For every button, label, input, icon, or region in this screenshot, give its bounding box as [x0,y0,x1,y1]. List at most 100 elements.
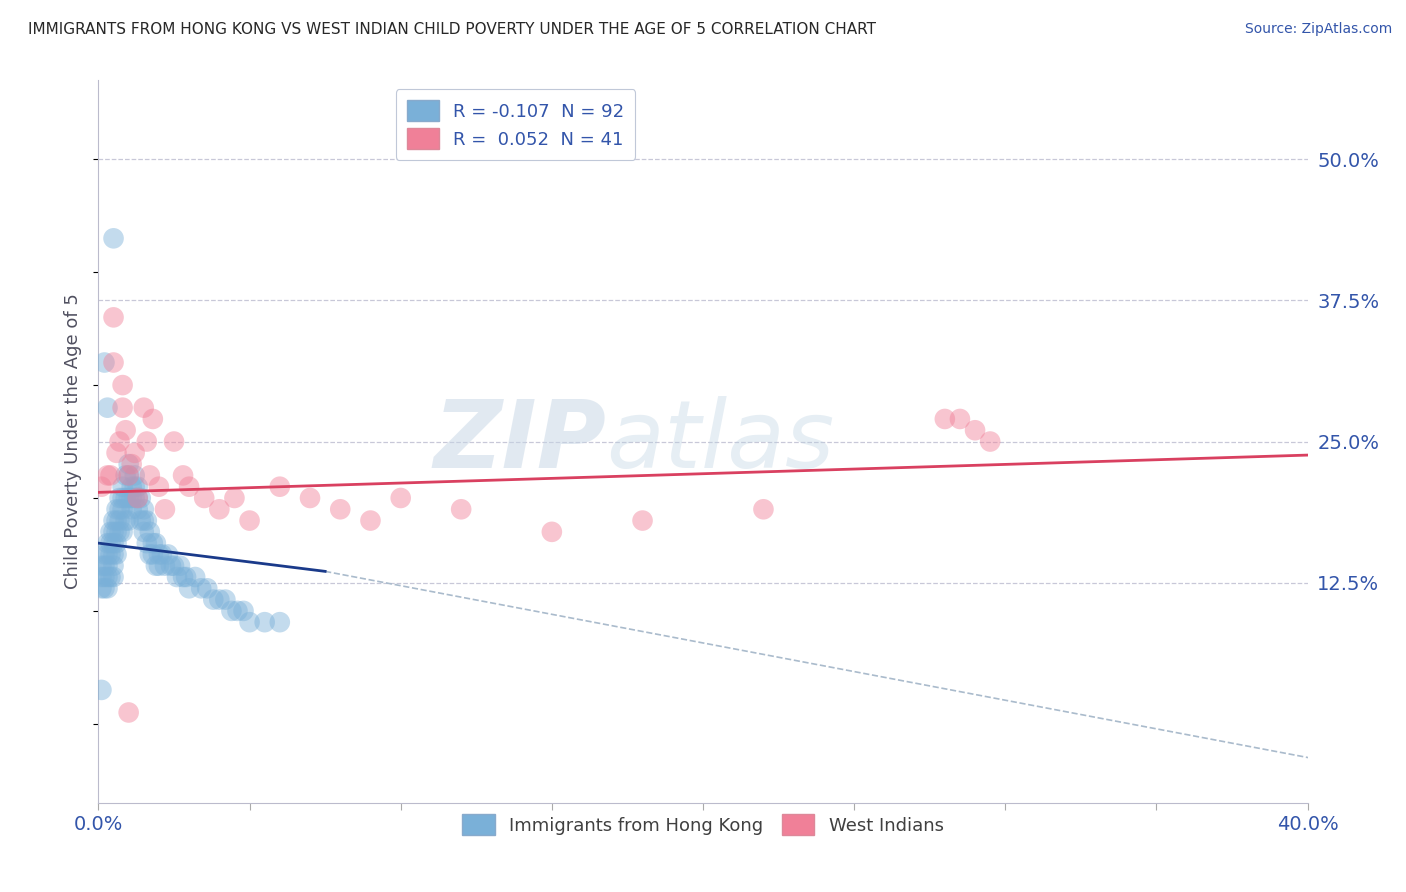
Point [132,524,155,539]
Point [208,502,231,516]
Point [114,491,136,505]
Point [450,502,472,516]
Point [108,514,131,528]
Point [934,412,956,426]
Point [214,592,236,607]
Point [105,446,128,460]
Point [103,355,125,369]
Point [221,604,243,618]
Point [90,480,112,494]
Y-axis label: Child Poverty Under the Age of 5: Child Poverty Under the Age of 5 [65,293,83,590]
Point [269,480,291,494]
Point [124,480,146,494]
Point [202,592,225,607]
Point [93,570,115,584]
Point [163,434,186,449]
Point [150,548,173,562]
Point [96,548,118,562]
Point [179,480,201,494]
Point [145,536,167,550]
Point [389,491,412,505]
Point [105,514,128,528]
Point [114,468,136,483]
Point [90,582,112,596]
Point [100,468,122,483]
Point [127,502,149,516]
Point [93,558,115,573]
Point [232,604,254,618]
Point [108,491,131,505]
Point [163,558,186,573]
Point [239,514,262,528]
Point [90,570,112,584]
Point [129,514,152,528]
Point [132,401,155,415]
Point [114,514,136,528]
Point [190,582,212,596]
Point [124,491,146,505]
Point [156,548,179,562]
Point [118,468,141,483]
Point [139,548,162,562]
Point [139,524,162,539]
Point [127,491,149,505]
Point [124,468,146,483]
Point [142,548,165,562]
Point [118,468,141,483]
Point [121,480,143,494]
Point [103,231,125,245]
Point [135,536,157,550]
Point [96,582,118,596]
Point [118,514,141,528]
Point [93,548,115,562]
Point [96,401,118,415]
Point [979,434,1001,449]
Point [139,468,162,483]
Point [172,468,194,483]
Point [148,480,170,494]
Point [148,558,170,573]
Legend: Immigrants from Hong Kong, West Indians: Immigrants from Hong Kong, West Indians [454,805,952,845]
Text: Source: ZipAtlas.com: Source: ZipAtlas.com [1244,22,1392,37]
Point [132,502,155,516]
Point [103,536,125,550]
Point [118,457,141,471]
Point [132,514,155,528]
Point [135,514,157,528]
Point [129,491,152,505]
Point [96,558,118,573]
Point [118,706,141,720]
Point [179,582,201,596]
Text: IMMIGRANTS FROM HONG KONG VS WEST INDIAN CHILD POVERTY UNDER THE AGE OF 5 CORREL: IMMIGRANTS FROM HONG KONG VS WEST INDIAN… [28,22,876,37]
Text: ZIP: ZIP [433,395,606,488]
Point [127,491,149,505]
Point [208,592,231,607]
Point [103,570,125,584]
Point [108,524,131,539]
Point [105,536,128,550]
Point [142,536,165,550]
Point [148,548,170,562]
Point [540,524,562,539]
Point [93,355,115,369]
Point [105,524,128,539]
Point [96,536,118,550]
Point [108,434,131,449]
Point [142,412,165,426]
Point [100,536,122,550]
Point [114,423,136,437]
Point [100,524,122,539]
Point [105,548,128,562]
Point [145,558,167,573]
Point [124,446,146,460]
Point [90,682,112,697]
Point [166,570,188,584]
Point [184,570,207,584]
Point [226,604,249,618]
Point [118,491,141,505]
Point [174,570,197,584]
Point [752,502,775,516]
Point [949,412,972,426]
Point [239,615,262,630]
Point [224,491,246,505]
